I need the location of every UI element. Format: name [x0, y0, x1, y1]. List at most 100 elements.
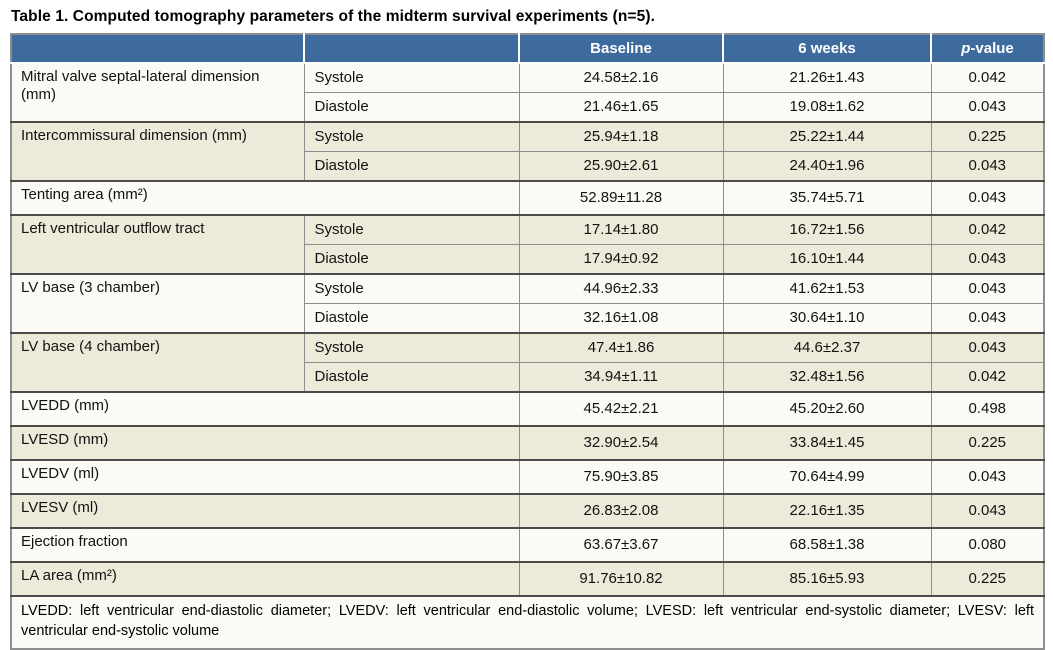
p-value-italic-p: p — [961, 40, 971, 57]
table-row: Mitral valve septal-lateral dimension (m… — [10, 62, 1045, 123]
baseline-value-cell: 24.58±2.16 — [518, 62, 724, 93]
param-label-cell: LVESV (ml) — [10, 493, 520, 529]
table-row: Diastole 25.90±2.61 24.40±1.96 0.043 — [11, 151, 1045, 182]
baseline-value-cell: 32.90±2.54 — [518, 425, 724, 461]
six-weeks-value-cell: 35.74±5.71 — [722, 180, 932, 216]
param-label-cell: LVESD (mm) — [10, 425, 520, 461]
footnote-cell: LVEDD: left ventricular end-diastolic di… — [11, 595, 1044, 649]
baseline-value-cell: 26.83±2.08 — [518, 493, 724, 529]
p-value-cell: 0.225 — [930, 425, 1045, 461]
six-weeks-value-cell: 25.22±1.44 — [722, 121, 932, 152]
six-weeks-value-cell: 70.64±4.99 — [722, 459, 932, 495]
table-row: LVESD (mm) 32.90±2.54 33.84±1.45 0.225 — [10, 425, 1045, 461]
table-row: LV base (4 chamber) Systole 47.4±1.86 44.6±… — [10, 332, 1045, 393]
table-row: LA area (mm²) 91.76±10.82 85.16±5.93 0.225 — [10, 561, 1045, 597]
phase-label-cell: Systole — [303, 332, 520, 363]
p-value-cell: 0.043 — [930, 244, 1045, 275]
baseline-value-cell: 75.90±3.85 — [518, 459, 724, 495]
p-value-cell: 0.225 — [930, 121, 1045, 152]
table-row: LVEDV (ml) 75.90±3.85 70.64±4.99 0.043 — [10, 459, 1045, 495]
baseline-value-cell: 17.94±0.92 — [518, 244, 724, 275]
six-weeks-value-cell: 33.84±1.45 — [722, 425, 932, 461]
phase-label-cell: Diastole — [303, 303, 520, 334]
ct-parameters-table: Baseline 6 weeks p-value Mitral valve se… — [10, 33, 1045, 650]
p-value-cell: 0.225 — [930, 561, 1045, 597]
table-title: Table 1. Computed tomography parameters … — [11, 8, 656, 25]
baseline-value-cell: 17.14±1.80 — [518, 214, 724, 245]
footnote-row: LVEDD: left ventricular end-diastolic di… — [11, 595, 1044, 649]
six-weeks-value-cell: 41.62±1.53 — [722, 273, 932, 304]
p-value-cell: 0.043 — [930, 273, 1045, 304]
p-value-suffix: -value — [970, 40, 1014, 57]
param-label-cell: LV base (4 chamber) — [10, 332, 305, 393]
baseline-value-cell: 32.16±1.08 — [518, 303, 724, 334]
param-label-cell: LVEDD (mm) — [10, 391, 520, 427]
p-value-cell: 0.042 — [930, 62, 1045, 93]
six-weeks-value-cell: 85.16±5.93 — [722, 561, 932, 597]
table-row: Ejection fraction 63.67±3.67 68.58±1.38 0.0… — [10, 527, 1045, 563]
table-footer: LVEDD: left ventricular end-diastolic di… — [11, 595, 1044, 649]
table-body: Mitral valve septal-lateral dimension (m… — [10, 62, 1045, 597]
table-row: Diastole 21.46±1.65 19.08±1.62 0.043 — [11, 92, 1045, 123]
table-row: Tenting area (mm²) 52.89±11.28 35.74±5.71 0… — [10, 180, 1045, 216]
p-value-cell: 0.043 — [930, 459, 1045, 495]
phase-label-cell: Systole — [303, 62, 520, 93]
p-value-cell: 0.498 — [930, 391, 1045, 427]
six-weeks-value-cell: 22.16±1.35 — [722, 493, 932, 529]
table-row: LVESV (ml) 26.83±2.08 22.16±1.35 0.043 — [10, 493, 1045, 529]
header-cell-six-weeks: 6 weeks — [722, 34, 932, 64]
header-cell-baseline: Baseline — [518, 34, 724, 64]
six-weeks-value-cell: 44.6±2.37 — [722, 332, 932, 363]
header-row: Baseline 6 weeks p-value — [11, 34, 1044, 64]
baseline-value-cell: 34.94±1.11 — [518, 362, 724, 393]
param-label-cell: LV base (3 chamber) — [10, 273, 305, 334]
param-label-cell: LVEDV (ml) — [10, 459, 520, 495]
six-weeks-value-cell: 16.10±1.44 — [722, 244, 932, 275]
baseline-value-cell: 25.90±2.61 — [518, 151, 724, 182]
header-cell-phase — [303, 34, 520, 64]
phase-label-cell: Systole — [303, 273, 520, 304]
p-value-cell: 0.043 — [930, 92, 1045, 123]
p-value-cell: 0.042 — [930, 362, 1045, 393]
six-weeks-value-cell: 68.58±1.38 — [722, 527, 932, 563]
header-cell-p-value: p-value — [930, 34, 1044, 64]
param-label-cell: Mitral valve septal-lateral dimension (m… — [10, 62, 305, 123]
table-header: Baseline 6 weeks p-value — [11, 34, 1044, 64]
p-value-cell: 0.043 — [930, 303, 1045, 334]
six-weeks-value-cell: 45.20±2.60 — [722, 391, 932, 427]
header-cell-parameter — [11, 34, 305, 64]
phase-label-cell: Diastole — [303, 244, 520, 275]
param-label-cell: Left ventricular outflow tract — [10, 214, 305, 275]
phase-label-cell: Systole — [303, 214, 520, 245]
baseline-value-cell: 63.67±3.67 — [518, 527, 724, 563]
p-value-cell: 0.043 — [930, 493, 1045, 529]
phase-label-cell: Diastole — [303, 92, 520, 123]
p-value-cell: 0.043 — [930, 151, 1045, 182]
param-label-cell: Tenting area (mm²) — [10, 180, 520, 216]
table-row: LV base (3 chamber) Systole 44.96±2.33 41.6… — [10, 273, 1045, 334]
p-value-cell: 0.043 — [930, 332, 1045, 363]
six-weeks-value-cell: 21.26±1.43 — [722, 62, 932, 93]
six-weeks-value-cell: 30.64±1.10 — [722, 303, 932, 334]
table-row: Diastole 32.16±1.08 30.64±1.10 0.043 — [11, 303, 1045, 334]
param-label-cell: Intercommissural dimension (mm) — [10, 121, 305, 182]
table-row: Intercommissural dimension (mm) Systole 25… — [10, 121, 1045, 182]
six-weeks-value-cell: 16.72±1.56 — [722, 214, 932, 245]
baseline-value-cell: 21.46±1.65 — [518, 92, 724, 123]
table-row: Left ventricular outflow tract Systole 17.… — [10, 214, 1045, 275]
baseline-value-cell: 91.76±10.82 — [518, 561, 724, 597]
phase-label-cell: Systole — [303, 121, 520, 152]
six-weeks-value-cell: 19.08±1.62 — [722, 92, 932, 123]
baseline-value-cell: 44.96±2.33 — [518, 273, 724, 304]
six-weeks-value-cell: 24.40±1.96 — [722, 151, 932, 182]
phase-label-cell: Diastole — [303, 362, 520, 393]
baseline-value-cell: 52.89±11.28 — [518, 180, 724, 216]
param-label-cell: Ejection fraction — [10, 527, 520, 563]
six-weeks-value-cell: 32.48±1.56 — [722, 362, 932, 393]
phase-label-cell: Diastole — [303, 151, 520, 182]
param-label-cell: LA area (mm²) — [10, 561, 520, 597]
p-value-cell: 0.043 — [930, 180, 1045, 216]
p-value-cell: 0.042 — [930, 214, 1045, 245]
p-value-cell: 0.080 — [930, 527, 1045, 563]
